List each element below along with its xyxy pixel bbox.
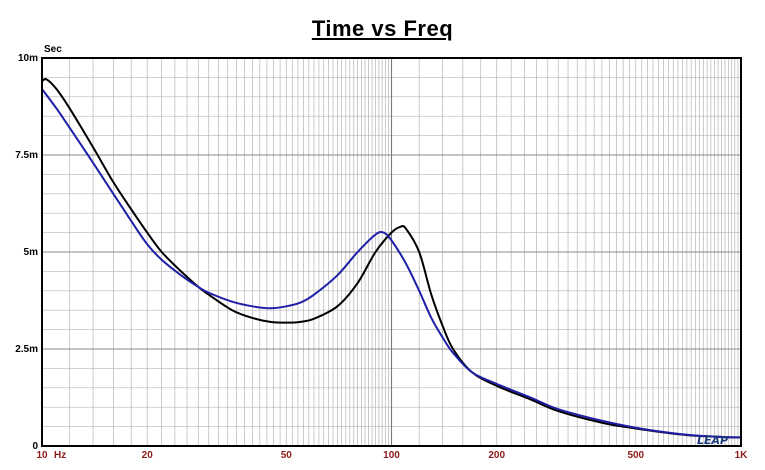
series-line-2 (41, 88, 742, 439)
y-tick-label: 2.5m (15, 344, 38, 355)
y-tick-label: 5m (24, 247, 39, 258)
leap-watermark: LEAP (697, 434, 728, 447)
chart-title: Time vs Freq (311, 16, 454, 41)
series-layer (41, 78, 742, 439)
y-tick-label: 0 (32, 441, 38, 452)
x-tick-label: 200 (488, 450, 505, 461)
x-tick-label: 10 (36, 450, 48, 461)
y-tick-label: 7.5m (15, 150, 38, 161)
y-tick-label: 10m (18, 53, 38, 64)
x-tick-label: 50 (281, 450, 293, 461)
x-tick-label: 100 (383, 450, 400, 461)
x-tick-label: 1K (735, 450, 749, 461)
x-tick-label: 500 (627, 450, 644, 461)
grid-layer (42, 58, 741, 446)
x-axis-unit-label: Hz (54, 450, 66, 461)
label-layer: 0 2.5m 5m 7.5m 10m 10 20 50 100 200 500 1K (15, 53, 748, 461)
series-line-1 (41, 78, 742, 439)
plot-frame (41, 57, 742, 447)
y-axis-unit-label: Sec (44, 44, 62, 55)
x-tick-label: 20 (142, 450, 154, 461)
